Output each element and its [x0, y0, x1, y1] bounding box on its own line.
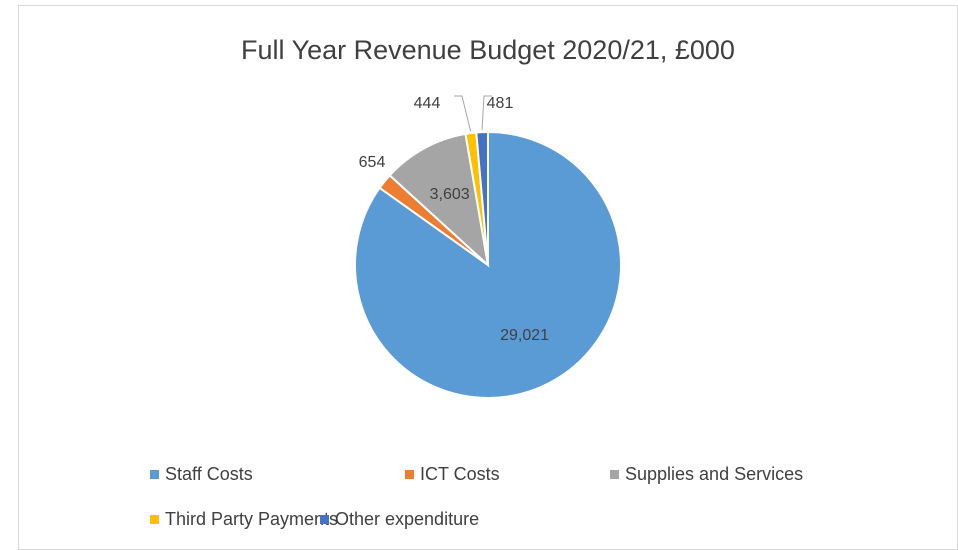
legend-label: Staff Costs: [165, 464, 253, 484]
legend-label: Supplies and Services: [625, 464, 803, 484]
leader-line: [481, 95, 492, 131]
legend-swatch: [320, 515, 329, 524]
pie-slice: [388, 132, 490, 268]
leader-line: [454, 95, 472, 132]
legend-label: Third Party Payments: [165, 509, 338, 529]
data-label: 654: [359, 154, 386, 171]
legend-label: Other expenditure: [335, 509, 479, 529]
legend-swatch: [150, 470, 159, 479]
data-label: 481: [487, 95, 514, 112]
pie-slice: [475, 130, 489, 266]
data-label: 29,021: [500, 327, 549, 344]
data-label: 3,603: [430, 186, 470, 203]
legend-swatch: [150, 515, 159, 524]
data-label: 444: [414, 95, 441, 112]
chart-title: Full Year Revenue Budget 2020/21, £000: [241, 35, 735, 65]
legend-label: ICT Costs: [420, 464, 500, 484]
legend-swatch: [610, 470, 619, 479]
legend-swatch: [405, 470, 414, 479]
